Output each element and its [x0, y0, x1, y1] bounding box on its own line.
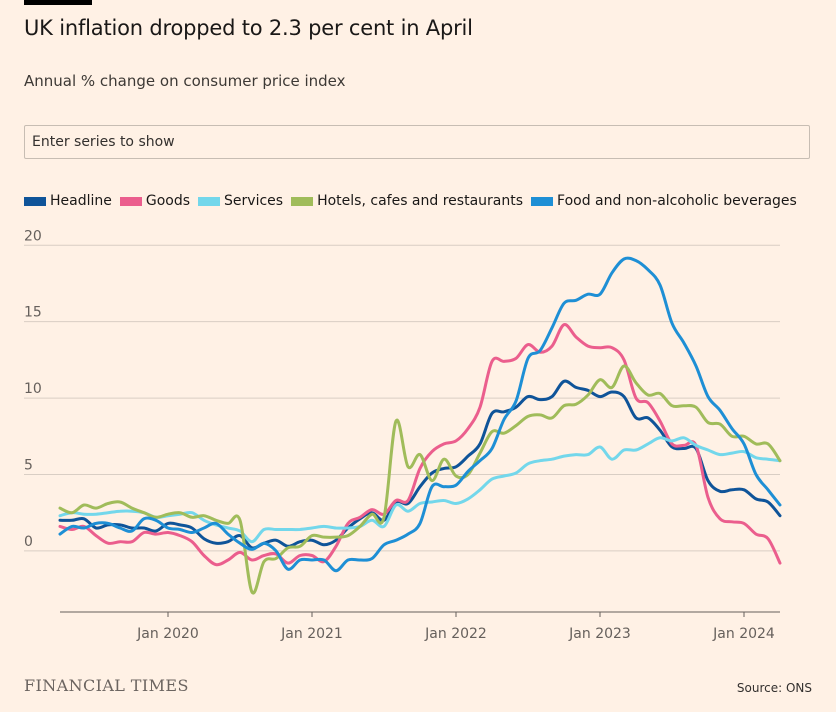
- y-tick-label: 20: [24, 230, 42, 244]
- series-search-input[interactable]: [25, 126, 809, 158]
- series-line-hotels-cafes-restaurants: [58, 364, 782, 595]
- series-line-headline: [58, 379, 782, 550]
- legend-swatch: [531, 196, 554, 206]
- y-tick-label: 5: [24, 457, 33, 473]
- legend-label: Headline: [50, 193, 112, 209]
- ft-top-bar: [24, 0, 92, 5]
- line-chart: 0 5 10 15 20 Jan 2020 Jan 2021 Jan 2022 Jan 2023…: [24, 230, 782, 642]
- legend-label: Food and non-alcoholic beverages: [557, 193, 797, 209]
- legend-item[interactable]: Food and non-alcoholic beverages: [531, 193, 797, 209]
- legend-label: Hotels, cafes and restaurants: [317, 193, 524, 209]
- y-tick-label: 0: [24, 534, 33, 550]
- y-tick-label: 15: [24, 305, 42, 321]
- legend-item[interactable]: Hotels, cafes and restaurants: [291, 193, 523, 209]
- chart-legend: Headline Goods Services Hotels, cafes and r…: [24, 193, 805, 209]
- page-subtitle: Annual % change on consumer price index: [24, 72, 346, 90]
- x-tick-label: Jan 2021: [280, 626, 343, 642]
- legend-swatch: [198, 196, 221, 206]
- series-search-box[interactable]: [24, 125, 810, 159]
- y-tick-label: 10: [24, 381, 42, 397]
- x-tick-label: Jan 2020: [136, 626, 199, 642]
- source-note: Source: ONS: [736, 681, 812, 695]
- legend-swatch: [24, 196, 46, 206]
- x-tick-label: Jan 2023: [568, 626, 631, 642]
- legend-swatch: [291, 196, 314, 206]
- x-tick-label: Jan 2022: [424, 626, 487, 642]
- legend-label: Services: [224, 193, 284, 209]
- legend-swatch: [119, 196, 142, 206]
- legend-item[interactable]: Services: [198, 193, 283, 209]
- series-line-goods: [58, 323, 782, 567]
- legend-label: Goods: [145, 193, 191, 209]
- legend-item[interactable]: Headline: [24, 193, 112, 209]
- ft-brand-logo: FINANCIAL TIMES: [24, 676, 189, 695]
- page-title: UK inflation dropped to 2.3 per cent in …: [24, 16, 473, 40]
- x-tick-label: Jan 2024: [712, 626, 775, 642]
- series-line-food-beverages: [58, 256, 782, 573]
- legend-item[interactable]: Goods: [119, 193, 191, 209]
